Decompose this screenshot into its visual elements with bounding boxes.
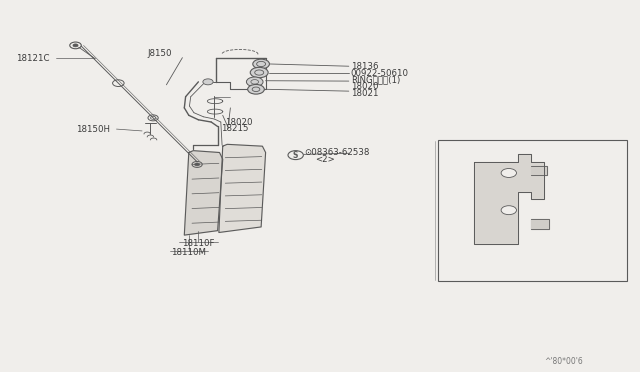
Text: 18021: 18021 — [351, 89, 378, 98]
Polygon shape — [531, 166, 547, 175]
Text: 18020: 18020 — [351, 82, 378, 91]
Text: ⊙08363-62538: ⊙08363-62538 — [305, 148, 370, 157]
Text: RINGリング(1): RINGリング(1) — [351, 75, 400, 84]
Circle shape — [246, 77, 263, 87]
Circle shape — [501, 169, 516, 177]
Text: 18150H: 18150H — [76, 125, 109, 134]
Text: 18020: 18020 — [225, 118, 253, 127]
Circle shape — [73, 44, 78, 47]
Circle shape — [250, 67, 268, 78]
Text: J8150: J8150 — [147, 49, 172, 58]
FancyBboxPatch shape — [438, 140, 627, 281]
Circle shape — [501, 206, 516, 215]
Text: 18110M: 18110M — [172, 248, 206, 257]
Text: ^'80*00'6: ^'80*00'6 — [544, 357, 582, 366]
Polygon shape — [184, 151, 223, 235]
Polygon shape — [219, 144, 266, 232]
Circle shape — [195, 163, 200, 166]
Circle shape — [253, 59, 269, 69]
Text: S: S — [293, 151, 298, 160]
Text: 18121C: 18121C — [16, 54, 49, 63]
Circle shape — [248, 84, 264, 94]
Text: 18021: 18021 — [489, 261, 516, 270]
Text: ATM: ATM — [446, 146, 465, 155]
Text: 18136: 18136 — [351, 62, 378, 71]
Text: <2>: <2> — [315, 155, 335, 164]
Polygon shape — [531, 219, 549, 229]
Text: 18110F: 18110F — [182, 239, 214, 248]
Text: 00922-50610: 00922-50610 — [351, 69, 409, 78]
Circle shape — [203, 79, 213, 85]
Text: 18215: 18215 — [221, 124, 248, 133]
Polygon shape — [474, 154, 544, 244]
